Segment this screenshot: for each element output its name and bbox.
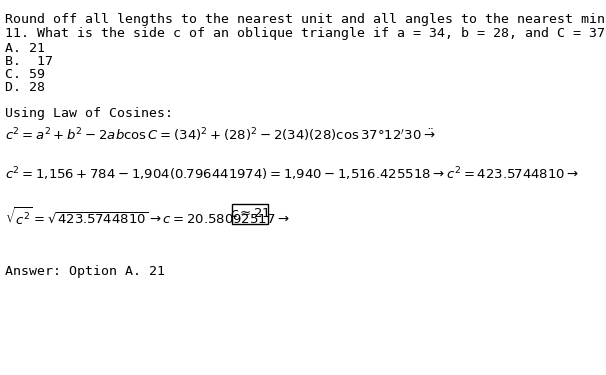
Text: D. 28: D. 28 (5, 81, 45, 94)
Text: Using Law of Cosines:: Using Law of Cosines: (5, 107, 173, 120)
Text: B.  17: B. 17 (5, 55, 53, 68)
Text: $c^2 = 1{,}156 + 784 - 1{,}904(0.796441974) = 1{,}940 - 1{,}516.425518 \rightarr: $c^2 = 1{,}156 + 784 - 1{,}904(0.7964419… (5, 165, 579, 183)
Text: A. 21: A. 21 (5, 42, 45, 55)
Text: Answer: Option A. 21: Answer: Option A. 21 (5, 265, 165, 278)
Text: Round off all lengths to the nearest unit and all angles to the nearest minute.: Round off all lengths to the nearest uni… (5, 13, 606, 26)
Text: $c^2 = a^2 + b^2 - 2ab\cos C = (34)^2 + (28)^2 - 2(34)(28)\cos 37°12'30\" \right: $c^2 = a^2 + b^2 - 2ab\cos C = (34)^2 + … (5, 127, 436, 144)
Text: $c \approx 21$: $c \approx 21$ (230, 207, 271, 220)
Text: 11. What is the side c of an oblique triangle if a = 34, b = 28, and C = 37°12'3: 11. What is the side c of an oblique tri… (5, 27, 606, 40)
Text: C. 59: C. 59 (5, 68, 45, 81)
Text: $\sqrt{c^2} = \sqrt{423.5744810} \rightarrow c = 20.58092517 \rightarrow$: $\sqrt{c^2} = \sqrt{423.5744810} \righta… (5, 207, 290, 227)
FancyBboxPatch shape (232, 204, 268, 224)
